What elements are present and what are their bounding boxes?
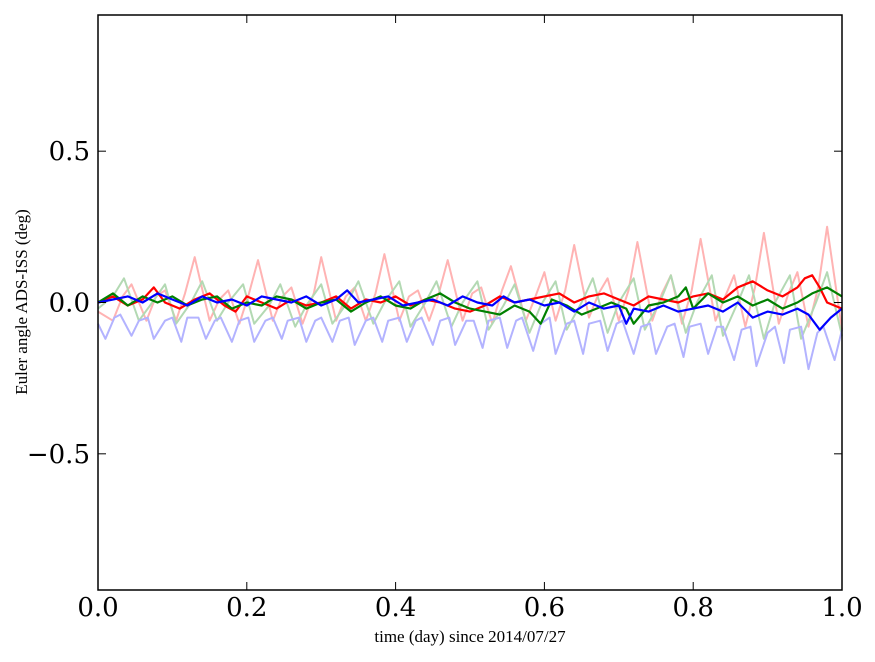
x-tick-label-5: 1.0 — [821, 593, 862, 623]
y-tick-label-0: 0.5 — [49, 137, 90, 167]
y-axis-title: Euler angle ADS-ISS (deg) — [12, 209, 31, 395]
series-line-6 — [97, 289, 843, 331]
series-line-1 — [97, 225, 843, 330]
y-tick-label-2: −0.5 — [27, 440, 90, 470]
y-tick-label-1: 0.0 — [49, 289, 90, 319]
x-tick-label-3: 0.6 — [524, 593, 565, 623]
x-tick-label-2: 0.4 — [375, 593, 416, 623]
series-line-3 — [97, 313, 843, 371]
x-axis-title: time (day) since 2014/07/27 — [374, 627, 566, 646]
x-tick-label-4: 0.8 — [673, 593, 714, 623]
series-line-4 — [97, 274, 843, 313]
series-layer — [97, 225, 843, 371]
ticks-layer: 0.0 0.2 0.4 0.6 0.8 1.0 0.5 0.0 −0.5 — [27, 15, 863, 623]
series-line-5 — [97, 286, 843, 325]
x-tick-label-1: 0.2 — [226, 593, 267, 623]
series-line-2 — [97, 271, 843, 340]
x-tick-label-0: 0.0 — [77, 593, 118, 623]
